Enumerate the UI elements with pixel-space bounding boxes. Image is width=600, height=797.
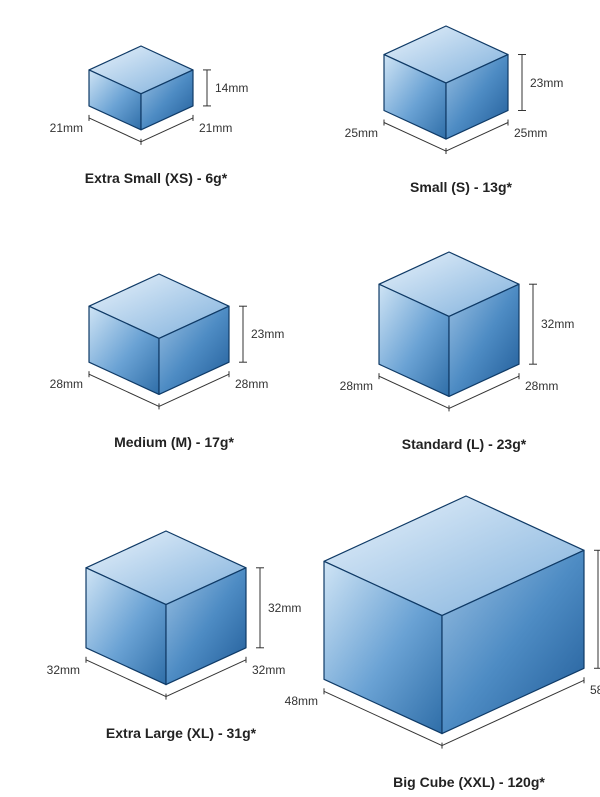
- dim-depth-s: 25mm: [514, 126, 547, 140]
- dim-height-l: 32mm: [541, 317, 574, 331]
- cube-xs-svg: [55, 40, 257, 166]
- dim-width-xs: 21mm: [50, 121, 83, 135]
- ice-cube-size-chart: 21mm 21mm 14mm Extra Small (XS) - 6g* 25mm 25…: [0, 0, 600, 797]
- caption-xxl: Big Cube (XXL) - 120g*: [290, 774, 600, 790]
- dim-depth-l: 28mm: [525, 379, 558, 393]
- cube-s: 25mm25mm23mmSmall (S) - 13g*: [350, 20, 572, 217]
- cube-l-svg: [345, 246, 583, 432]
- cube-xs: 21mm21mm14mmExtra Small (XS) - 6g*: [55, 40, 257, 212]
- cube-l: 28mm28mm32mmStandard (L) - 23g*: [345, 246, 583, 471]
- dim-height-s: 23mm: [530, 76, 563, 90]
- dim-depth-xxl: 58mm: [590, 683, 600, 697]
- caption-l: Standard (L) - 23g*: [345, 436, 583, 452]
- dim-depth-xl: 32mm: [252, 663, 285, 677]
- caption-m: Medium (M) - 17g*: [55, 434, 293, 450]
- caption-xs: Extra Small (XS) - 6g*: [55, 170, 257, 186]
- dim-width-m: 28mm: [50, 377, 83, 391]
- cube-xxl: 48mm58mm48mmBig Cube (XXL) - 120g*: [290, 490, 600, 789]
- cube-m: 28mm28mm23mmMedium (M) - 17g*: [55, 268, 293, 469]
- dim-height-m: 23mm: [251, 327, 284, 341]
- cube-s-svg: [350, 20, 572, 175]
- dim-width-l: 28mm: [340, 379, 373, 393]
- caption-xl: Extra Large (XL) - 31g*: [52, 725, 310, 741]
- dim-width-s: 25mm: [345, 126, 378, 140]
- cube-m-svg: [55, 268, 293, 430]
- dim-width-xxl: 48mm: [285, 694, 318, 708]
- dim-depth-xs: 21mm: [199, 121, 232, 135]
- dim-depth-m: 28mm: [235, 377, 268, 391]
- caption-s: Small (S) - 13g*: [350, 179, 572, 195]
- dim-width-xl: 32mm: [47, 663, 80, 677]
- cube-xl-svg: [52, 525, 310, 721]
- cube-xl: 32mm32mm32mmExtra Large (XL) - 31g*: [52, 525, 310, 755]
- dim-height-xs: 14mm: [215, 81, 248, 95]
- cube-xxl-svg: [290, 490, 600, 770]
